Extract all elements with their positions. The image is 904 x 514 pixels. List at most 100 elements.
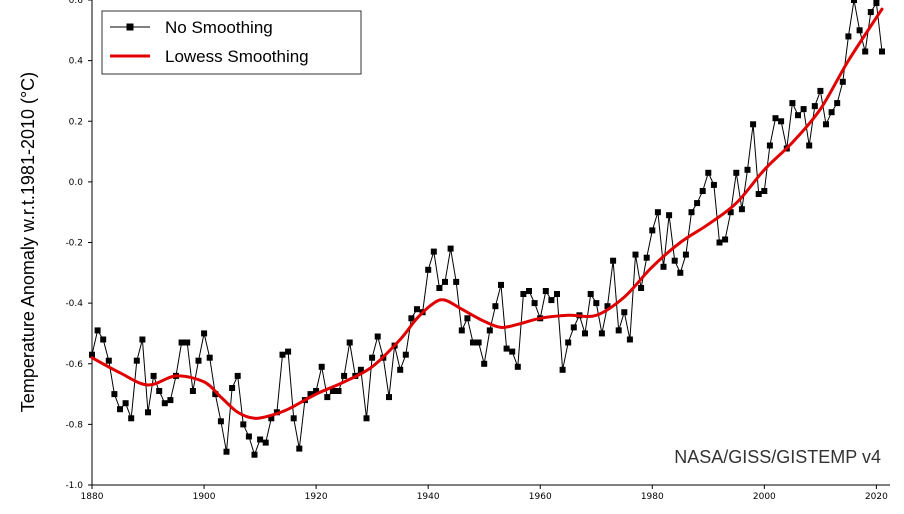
data-point-marker	[133, 357, 140, 364]
data-point-marker	[195, 357, 202, 364]
data-point-marker	[408, 315, 415, 322]
data-point-marker	[733, 169, 740, 176]
data-point-marker	[94, 327, 101, 334]
data-point-marker	[486, 327, 493, 334]
y-tick-label: -0.6	[65, 360, 83, 370]
series-layer	[89, 0, 885, 458]
x-tick-label: 1960	[529, 492, 552, 502]
y-tick-label: -1.0	[65, 481, 83, 491]
data-point-marker	[862, 48, 869, 55]
data-point-marker	[677, 269, 684, 276]
data-point-marker	[834, 100, 841, 107]
data-point-marker	[660, 263, 667, 270]
data-point-marker	[755, 191, 762, 197]
data-point-marker	[453, 278, 460, 285]
data-point-marker	[666, 212, 673, 219]
data-point-marker	[621, 309, 628, 316]
x-tick-label: 1940	[417, 492, 440, 502]
data-point-marker	[346, 339, 353, 346]
y-tick-label: -0.8	[65, 420, 83, 430]
data-point-marker	[117, 406, 123, 413]
data-point-marker	[722, 236, 729, 243]
data-point-marker	[481, 360, 488, 367]
data-point-marker	[598, 330, 605, 337]
data-point-marker	[772, 115, 779, 122]
data-point-marker	[643, 254, 650, 261]
data-point-marker	[386, 394, 392, 401]
data-point-marker	[329, 388, 336, 394]
data-point-marker	[184, 339, 191, 346]
data-point-marker	[470, 339, 476, 346]
data-point-marker	[217, 418, 224, 425]
data-point-marker	[503, 345, 510, 352]
data-point-marker	[324, 394, 331, 401]
source-annotation: NASA/GISS/GISTEMP v4	[674, 447, 881, 467]
data-point-marker	[475, 339, 482, 346]
data-point-marker	[610, 257, 617, 264]
data-point-marker	[290, 415, 297, 422]
data-point-marker	[873, 0, 880, 6]
data-point-marker	[402, 351, 409, 358]
data-point-marker	[156, 388, 163, 394]
data-point-marker	[335, 388, 342, 394]
data-point-marker	[245, 433, 252, 440]
data-point-marker	[867, 9, 874, 16]
data-point-marker	[587, 291, 594, 297]
x-tick-label: 2020	[865, 492, 888, 502]
data-point-marker	[710, 181, 717, 188]
data-point-marker	[828, 109, 835, 116]
data-point-marker	[548, 297, 555, 304]
data-point-marker	[750, 121, 757, 128]
data-point-marker	[285, 348, 292, 355]
data-point-marker	[89, 351, 95, 358]
data-point-marker	[582, 330, 588, 337]
data-point-marker	[257, 436, 264, 443]
data-point-marker	[806, 142, 813, 149]
data-point-marker	[514, 363, 521, 370]
data-point-marker	[447, 245, 454, 252]
data-point-marker	[262, 439, 269, 446]
data-point-marker	[593, 300, 600, 307]
data-point-marker	[189, 388, 196, 394]
data-point-marker	[128, 415, 135, 422]
data-point-marker	[559, 366, 566, 373]
data-point-marker	[604, 303, 611, 310]
data-point-marker	[111, 391, 118, 398]
data-point-marker	[526, 288, 532, 294]
data-point-marker	[509, 348, 516, 355]
data-point-marker	[789, 100, 796, 107]
x-tick-label: 2000	[753, 492, 776, 502]
data-point-marker	[223, 448, 230, 455]
data-point-marker	[817, 87, 824, 94]
data-point-marker	[341, 372, 348, 379]
data-point-marker	[268, 415, 275, 422]
data-point-marker	[122, 400, 129, 407]
data-point-marker	[727, 209, 734, 216]
data-point-marker	[145, 409, 151, 416]
x-tick-label: 1980	[641, 492, 664, 502]
y-axis-label: Temperature Anomaly w.r.t.1981-2010 (°C)	[18, 72, 38, 412]
data-point-marker	[307, 391, 314, 398]
data-point-marker	[565, 339, 572, 346]
legend-marker-no-smoothing	[126, 23, 134, 31]
data-point-marker	[105, 357, 112, 364]
y-tick-label: -0.2	[65, 239, 83, 249]
data-point-marker	[638, 285, 645, 291]
data-point-marker	[240, 421, 247, 428]
data-point-marker	[492, 303, 499, 310]
y-tick-label: 0.0	[69, 178, 84, 188]
y-tick-label: 0.6	[69, 0, 84, 6]
data-point-marker	[649, 227, 656, 234]
data-point-marker	[374, 333, 381, 340]
data-point-marker	[800, 106, 807, 113]
y-tick-label: 0.2	[69, 117, 83, 127]
data-point-marker	[542, 288, 549, 294]
data-point-marker	[845, 33, 852, 40]
data-point-marker	[397, 366, 404, 373]
series-line-lowess-smoothing	[90, 7, 884, 420]
data-point-marker	[879, 48, 885, 55]
data-point-marker	[318, 363, 325, 370]
legend: No Smoothing Lowess Smoothing	[101, 10, 362, 75]
data-point-marker	[851, 0, 857, 3]
